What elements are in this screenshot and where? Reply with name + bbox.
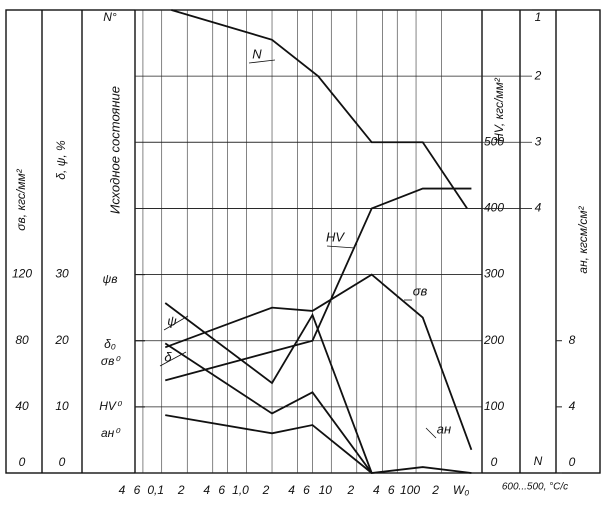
y-tick-label: 30 bbox=[55, 267, 69, 281]
initial-mark: aн⁰ bbox=[101, 426, 121, 440]
y-axis-label: HV, кгс/мм² bbox=[492, 77, 506, 142]
initial-mark: N° bbox=[103, 10, 117, 24]
y-tick-label: 0 bbox=[19, 455, 26, 469]
x-tick-label: 2 bbox=[346, 483, 354, 497]
leader-line bbox=[326, 245, 356, 249]
x-tick-label: 4 bbox=[288, 483, 295, 497]
y-tick-label: 2 bbox=[534, 68, 542, 82]
x-tick-label: 6 bbox=[218, 483, 225, 497]
leader-line bbox=[159, 351, 187, 367]
y-tick-label: 0 bbox=[569, 455, 576, 469]
y-tick-label: 4 bbox=[569, 399, 576, 413]
curve-label: HV bbox=[326, 229, 345, 244]
leader-line bbox=[248, 59, 276, 64]
series-line bbox=[164, 302, 373, 474]
y-tick-label: 10 bbox=[55, 399, 69, 413]
y-tick-label: 8 bbox=[569, 333, 576, 347]
series-line bbox=[164, 342, 472, 474]
y-tick-label: 0 bbox=[491, 455, 498, 469]
x-tick-label: 6 bbox=[134, 483, 141, 497]
series-line bbox=[165, 187, 472, 382]
x-axis-label: 600...500, °C/c bbox=[502, 482, 568, 493]
initial-mark: HV⁰ bbox=[99, 399, 123, 413]
y-tick-label: 0 bbox=[59, 455, 66, 469]
series-line bbox=[165, 414, 373, 474]
y-tick-label: 100 bbox=[484, 399, 504, 413]
x-tick-label: 6 bbox=[388, 483, 395, 497]
x-tick-label: 2 bbox=[431, 483, 439, 497]
series-line bbox=[171, 9, 468, 209]
x-tick-label: 10 bbox=[319, 483, 333, 497]
y-tick-label: 3 bbox=[535, 134, 542, 148]
y-tick-label: 300 bbox=[484, 267, 504, 281]
frame bbox=[5, 9, 601, 474]
y-tick-label: 80 bbox=[15, 333, 29, 347]
curve-label: aн bbox=[437, 421, 451, 436]
curve-label: δ bbox=[164, 349, 172, 364]
x-tick-label: 4 bbox=[203, 483, 210, 497]
y-tick-label: 500 bbox=[484, 134, 504, 148]
curve-label: σв bbox=[413, 283, 428, 298]
y-tick-label: 4 bbox=[535, 201, 542, 215]
x-tick-label: 0,1 bbox=[147, 483, 164, 497]
y-tick-label: 200 bbox=[483, 333, 504, 347]
initial-mark: ψв bbox=[103, 272, 118, 286]
leader-line bbox=[425, 427, 437, 439]
y-tick-label: 40 bbox=[15, 399, 29, 413]
x-tick-label: 100 bbox=[400, 483, 420, 497]
y-axis-label: σв, кгс/мм² bbox=[14, 168, 28, 230]
x-tick-label: 1,0 bbox=[232, 483, 249, 497]
curve-label: N bbox=[252, 46, 262, 61]
y-axis-label: aн, кгсм/см² bbox=[576, 205, 590, 273]
y-axis-label: N bbox=[534, 454, 543, 468]
column-label: Исходное состояние bbox=[107, 86, 122, 214]
leader-line bbox=[163, 315, 189, 331]
y-tick-label: 20 bbox=[54, 333, 69, 347]
y-tick-label: 1 bbox=[535, 10, 542, 24]
x-tick-label: 2 bbox=[177, 483, 185, 497]
x-tick-label: 4 bbox=[119, 483, 126, 497]
curve-label: ψ bbox=[167, 313, 177, 328]
initial-mark: δ₀ bbox=[104, 337, 116, 351]
series-line bbox=[164, 273, 473, 451]
y-tick-label: 400 bbox=[484, 201, 504, 215]
y-tick-label: 120 bbox=[12, 267, 32, 281]
initial-mark: σв⁰ bbox=[101, 354, 122, 368]
x-tick-label: 6 bbox=[303, 483, 310, 497]
x-tick-label: W₀ bbox=[453, 483, 469, 497]
x-tick-label: 4 bbox=[373, 483, 380, 497]
y-axis-label: δ, ψ, % bbox=[54, 140, 68, 180]
x-tick-label: 2 bbox=[262, 483, 270, 497]
